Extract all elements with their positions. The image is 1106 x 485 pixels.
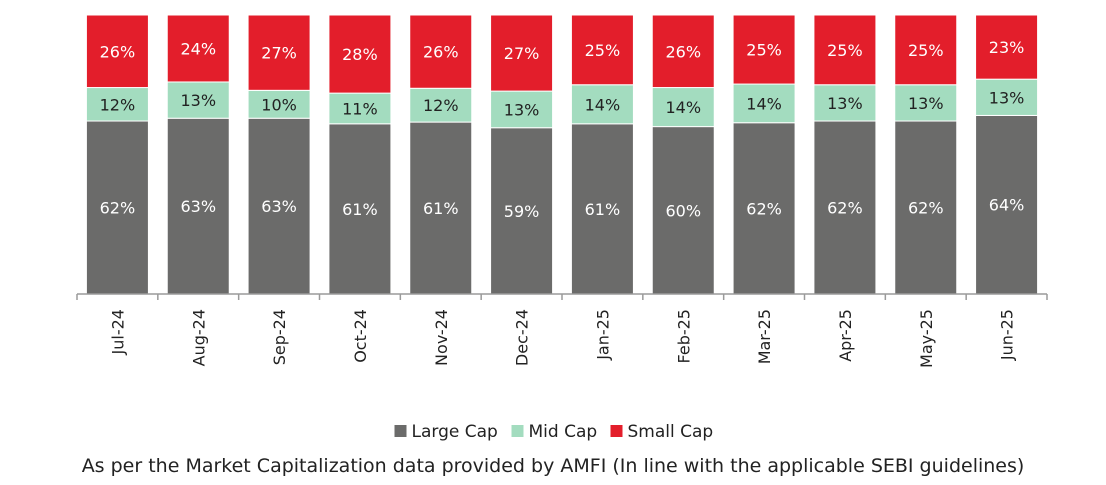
bar-large-cap [490,127,554,295]
bar-mid-cap [570,84,634,125]
data-label: 12% [100,95,136,114]
bar-large-cap [85,120,149,295]
data-label: 14% [746,94,782,113]
data-label: 14% [585,95,621,114]
bar-mid-cap [166,81,230,119]
bar-small-cap [570,14,634,86]
legend-swatch [511,425,524,437]
x-tick-label: Jan-25 [593,309,612,361]
stacked-bar-chart: 62% 12% 26% 63% 13% 24% 63% 10% 27% 61% 11% 28% 61% 1… [76,14,1048,442]
bar-mid-cap [328,92,392,125]
data-label: 24% [180,39,216,58]
bar-mid-cap [975,78,1039,116]
data-label: 13% [989,88,1025,107]
data-label: 27% [261,44,297,63]
bar-large-cap [732,122,796,295]
bar-small-cap [490,14,554,92]
data-label: 63% [180,197,216,216]
data-label: 26% [423,43,459,62]
data-label: 63% [261,197,297,216]
data-label: 28% [342,45,378,64]
bar-small-cap [85,14,149,89]
bar-small-cap [328,14,392,94]
bar-small-cap [247,14,311,91]
legend-label: Mid Cap [529,422,598,442]
x-tick-label: Oct-24 [351,309,370,363]
data-label: 25% [827,41,863,60]
x-tick-label: Apr-25 [836,309,855,362]
data-label: 13% [827,94,863,113]
data-label: 11% [342,99,378,118]
bar-large-cap [328,123,392,295]
x-tick-label: May-25 [917,309,936,368]
data-label: 12% [423,96,459,115]
bar-small-cap [409,14,473,89]
bar-large-cap [409,121,473,295]
legend-swatch [394,425,407,437]
x-tick-label: Jun-25 [998,309,1017,361]
data-label: 13% [504,100,540,119]
data-label: 14% [665,98,701,117]
x-tick-label: Sep-24 [270,309,289,365]
x-tick-label: Aug-24 [189,309,208,366]
bar-small-cap [813,14,877,86]
data-label: 13% [908,94,944,113]
data-label: 61% [342,200,378,219]
bar-small-cap [732,14,796,85]
data-label: 59% [504,202,540,221]
legend-swatch [610,425,623,437]
x-tick-label: Feb-25 [674,309,693,363]
legend-label: Small Cap [628,422,714,442]
data-label: 10% [261,95,297,114]
data-label: 25% [585,41,621,60]
bar-small-cap [894,14,958,86]
x-tick-label: Nov-24 [432,309,451,366]
x-tick-label: Mar-25 [755,309,774,364]
bar-mid-cap [247,89,311,119]
bar-mid-cap [894,84,958,122]
data-label: 62% [827,199,863,218]
bar-mid-cap [813,84,877,122]
bar-large-cap [570,123,634,295]
bar-large-cap [813,120,877,295]
bar-mid-cap [490,90,554,129]
footnote: As per the Market Capitalization data pr… [81,455,1025,477]
data-label: 25% [746,41,782,60]
bar-small-cap [975,14,1039,80]
data-label: 61% [423,199,459,218]
bar-large-cap [166,117,230,295]
data-label: 23% [989,38,1025,57]
data-label: 62% [908,199,944,218]
data-label: 26% [100,42,136,61]
bar-small-cap [651,14,715,89]
bar-mid-cap [651,87,715,128]
x-tick-label: Dec-24 [513,309,532,366]
data-label: 62% [746,199,782,218]
data-label: 64% [989,196,1025,215]
data-label: 26% [665,42,701,61]
x-tick-label: Jul-24 [108,309,127,355]
bar-small-cap [166,14,230,83]
data-label: 62% [100,199,136,218]
data-label: 13% [180,91,216,110]
data-label: 25% [908,41,944,60]
legend-label: Large Cap [412,422,498,442]
bar-mid-cap [85,87,149,122]
data-label: 27% [504,44,540,63]
bar-mid-cap [732,83,796,124]
data-label: 61% [585,200,621,219]
data-label: 60% [665,201,701,220]
